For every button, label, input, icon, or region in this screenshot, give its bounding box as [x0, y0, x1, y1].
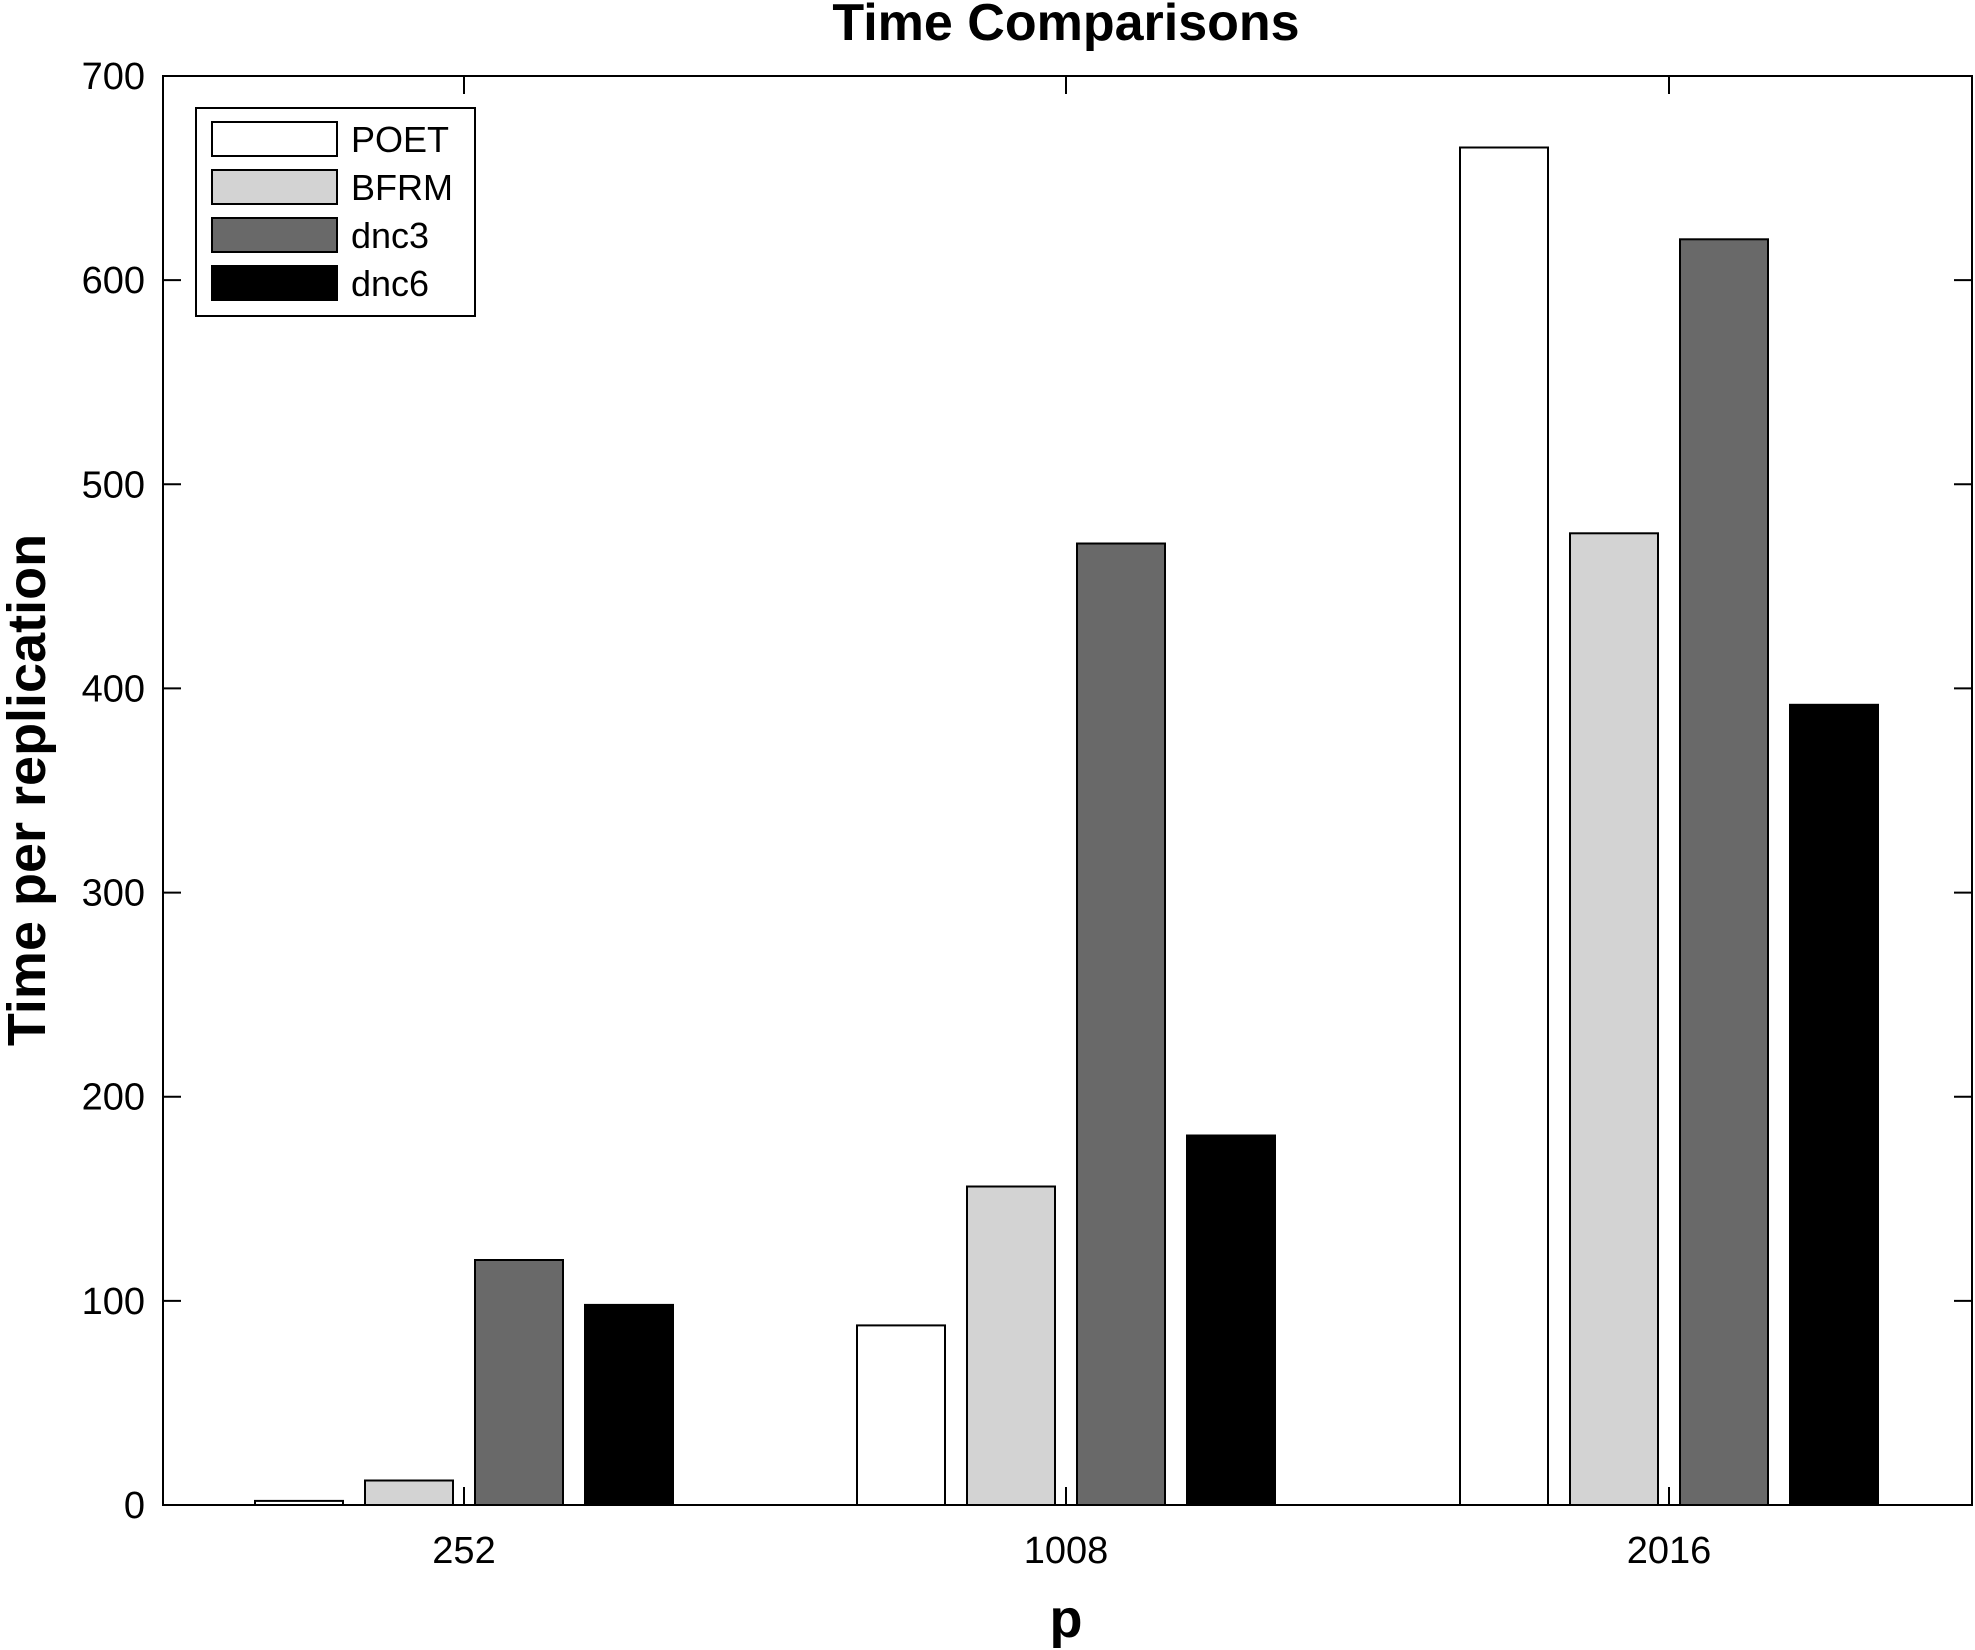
- chart-title: Time Comparisons: [832, 0, 1299, 52]
- bar-dnc3-1008: [1076, 542, 1166, 1506]
- x-tick-label-1008: 1008: [1024, 1530, 1109, 1572]
- legend-label-bfrm: BFRM: [351, 167, 453, 208]
- legend-label-dnc6: dnc6: [351, 263, 429, 304]
- bar-dnc6-252: [584, 1303, 674, 1507]
- legend-swatch-dnc6: [211, 265, 338, 301]
- bar-poet-1008: [856, 1324, 946, 1507]
- y-axis-label: Time per replication: [0, 534, 57, 1046]
- bar-dnc6-2016: [1789, 703, 1879, 1506]
- bar-poet-2016: [1459, 146, 1549, 1506]
- bars-group: [254, 146, 1879, 1507]
- legend-swatch-poet: [211, 121, 338, 157]
- legend-swatch-bfrm: [211, 169, 338, 205]
- x-tick-label-252: 252: [432, 1530, 495, 1572]
- bar-bfrm-1008: [966, 1185, 1056, 1506]
- y-tick-label-500: 500: [82, 464, 145, 506]
- bar-dnc3-252: [474, 1259, 564, 1506]
- y-tick-label-200: 200: [82, 1077, 145, 1119]
- bar-bfrm-252: [364, 1479, 454, 1506]
- legend-label-poet: POET: [351, 119, 449, 160]
- plot-area-frame: [162, 75, 1973, 1506]
- legend: POET BFRM dnc3 dnc6: [195, 107, 476, 317]
- bar-bfrm-2016: [1569, 532, 1659, 1506]
- legend-label-dnc3: dnc3: [351, 215, 429, 256]
- bar-dnc3-2016: [1679, 238, 1769, 1506]
- x-tick-label-2016: 2016: [1627, 1530, 1712, 1572]
- y-tick-label-300: 300: [82, 873, 145, 915]
- y-tick-label-700: 700: [82, 56, 145, 98]
- y-tick-label-600: 600: [82, 260, 145, 302]
- bar-dnc6-1008: [1186, 1134, 1276, 1506]
- y-tick-label-400: 400: [82, 668, 145, 710]
- legend-swatch-dnc3: [211, 217, 338, 253]
- y-tick-label-0: 0: [124, 1485, 145, 1527]
- x-axis-label: p: [1050, 1589, 1083, 1649]
- axis-ticks: 0 100 200 300 400 500 600 700 252 1008 2016: [82, 56, 1972, 1572]
- y-tick-label-100: 100: [82, 1281, 145, 1323]
